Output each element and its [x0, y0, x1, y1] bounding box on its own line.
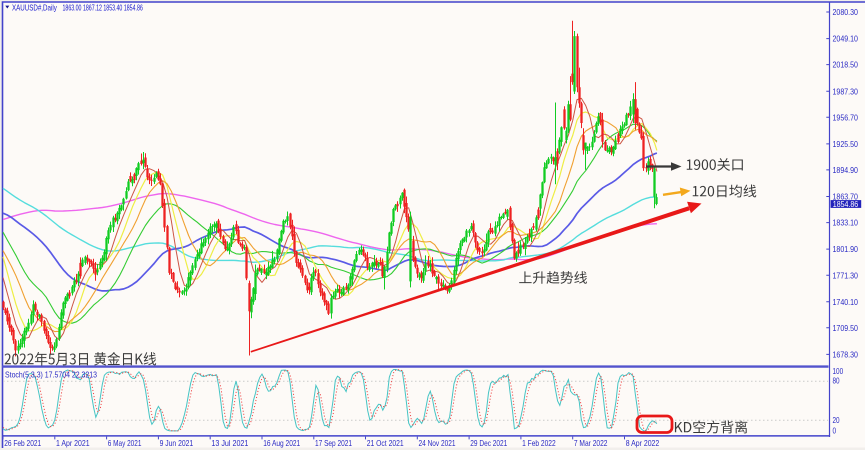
svg-text:1771.30: 1771.30 [833, 270, 859, 280]
svg-text:7 Mar 2022: 7 Mar 2022 [574, 438, 608, 448]
svg-text:24 Nov 2021: 24 Nov 2021 [419, 438, 456, 448]
svg-text:2080.30: 2080.30 [833, 7, 859, 17]
svg-text:20: 20 [833, 415, 840, 425]
svg-text:1956.70: 1956.70 [833, 112, 859, 122]
svg-text:1709.50: 1709.50 [833, 323, 859, 333]
svg-text:100: 100 [833, 366, 844, 376]
svg-text:26 Feb 2021: 26 Feb 2021 [4, 438, 41, 448]
svg-text:1894.90: 1894.90 [833, 165, 859, 175]
svg-text:1833.10: 1833.10 [833, 218, 859, 228]
svg-text:21 Oct 2021: 21 Oct 2021 [367, 438, 404, 448]
svg-text:6 May 2021: 6 May 2021 [108, 438, 142, 448]
svg-text:1 Feb 2022: 1 Feb 2022 [522, 438, 556, 448]
svg-text:16 Aug 2021: 16 Aug 2021 [263, 438, 300, 448]
svg-text:1740.10: 1740.10 [833, 297, 859, 307]
svg-text:9 Jun 2021: 9 Jun 2021 [160, 438, 194, 448]
svg-text:80: 80 [833, 376, 840, 386]
svg-text:1925.50: 1925.50 [833, 139, 859, 149]
svg-text:29 Dec 2021: 29 Dec 2021 [470, 438, 507, 448]
svg-text:8 Apr 2022: 8 Apr 2022 [626, 438, 660, 448]
svg-text:2018.50: 2018.50 [833, 60, 859, 70]
svg-text:0: 0 [833, 426, 837, 436]
svg-text:13 Jul 2021: 13 Jul 2021 [211, 438, 248, 448]
svg-text:2049.10: 2049.10 [833, 34, 859, 44]
svg-text:1801.90: 1801.90 [833, 244, 859, 254]
svg-text:17 Sep 2021: 17 Sep 2021 [315, 438, 352, 448]
svg-text:XAUUSD#,Daily: XAUUSD#,Daily [12, 4, 57, 13]
svg-text:1863.00 1867.12 1853.40 1854.8: 1863.00 1867.12 1853.40 1854.86 [63, 4, 144, 13]
svg-text:1863.70: 1863.70 [833, 192, 859, 202]
svg-text:1 Apr 2021: 1 Apr 2021 [56, 438, 90, 448]
svg-text:1854.86: 1854.86 [833, 199, 859, 209]
svg-text:Stoch(5,3,3) 17.5704 22.3213: Stoch(5,3,3) 17.5704 22.3213 [5, 369, 97, 379]
svg-text:1987.30: 1987.30 [833, 86, 859, 96]
svg-text:1678.30: 1678.30 [833, 350, 859, 360]
